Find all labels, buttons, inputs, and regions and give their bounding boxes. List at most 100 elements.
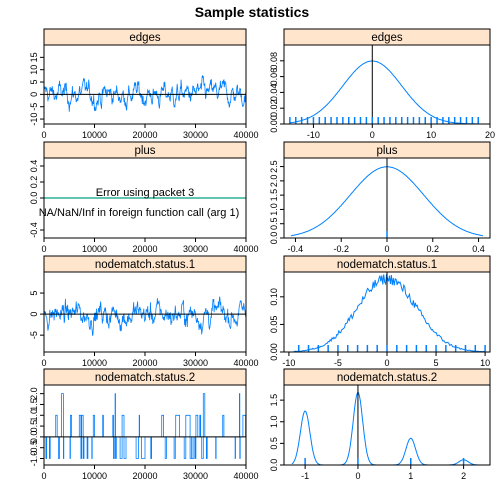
- error-message-detail: NA/NaN/Inf in foreign function call (arg…: [39, 207, 240, 219]
- y-tick-label: 0.0: [29, 431, 39, 444]
- x-tick-label: 0.2: [427, 244, 440, 254]
- y-tick-label: 1.0: [269, 203, 279, 216]
- x-tick-label: -0.2: [333, 244, 349, 254]
- x-tick-label: 0: [41, 130, 46, 140]
- x-tick-label: 20000: [132, 358, 157, 368]
- density-curve: [291, 392, 480, 465]
- y-tick-label: 0.02: [269, 99, 279, 117]
- x-tick-label: 0: [355, 471, 360, 481]
- panel-8: nodematch.status.2 -1 0 1 2 0.0 0.5 1.0 1.5: [269, 368, 491, 481]
- error-message-title: Error using packet 3: [96, 187, 194, 199]
- x-tick-label: 0: [41, 471, 46, 481]
- x-tick-label: -0.4: [288, 244, 304, 254]
- y-tick-label: 0.5: [269, 437, 279, 450]
- y-tick-label: 1.5: [29, 398, 39, 411]
- y-tick-label: 2.5: [269, 160, 279, 173]
- panel-strip-title: nodematch.status.1: [337, 259, 437, 271]
- x-tick-label: 30000: [183, 358, 208, 368]
- chart-title: Sample statistics: [195, 4, 310, 20]
- x-tick-label: 20000: [132, 130, 157, 140]
- panel-strip-title: nodematch.status.2: [95, 372, 195, 384]
- trace-line: [44, 393, 246, 459]
- y-tick-label: 5: [29, 80, 39, 85]
- x-tick-label: 0: [41, 244, 46, 254]
- y-tick-label: -0.5: [29, 440, 39, 456]
- plot-area: [290, 158, 484, 238]
- y-tick-label: 0.04: [269, 84, 279, 102]
- x-tick-label: -10: [307, 130, 320, 140]
- panel-frame: [283, 44, 491, 125]
- panel-5: nodematch.status.1 0 10000 20000 30000 40000 -…: [29, 255, 259, 368]
- x-tick-label: 20: [485, 130, 495, 140]
- x-tick-label: 30000: [183, 244, 208, 254]
- y-tick-label: 0.5: [269, 217, 279, 230]
- y-tick-label: 0.0: [269, 232, 279, 245]
- panel-6: nodematch.status.1 -10 -5 0 5 10 0.00 0.05 0.10: [269, 255, 491, 368]
- y-tick-label: 0.05: [269, 316, 279, 334]
- x-tick-label: 0.4: [472, 244, 485, 254]
- y-tick-label: 2.0: [269, 175, 279, 188]
- x-tick-label: 40000: [233, 358, 258, 368]
- x-tick-label: -10: [282, 358, 295, 368]
- y-tick-label: 1.0: [269, 415, 279, 428]
- panel-strip-title: edges: [371, 32, 403, 44]
- y-tick-label: 2.0: [29, 387, 39, 400]
- y-tick-label: 0.00: [269, 115, 279, 133]
- plot-area: [44, 74, 246, 112]
- panel-strip-title: plus: [376, 145, 397, 157]
- x-tick-label: 2: [461, 471, 466, 481]
- panel-4: plus -0.4 -0.2 0 0.2 0.4 0.0 0.51.01.52.0 2.5: [269, 141, 491, 254]
- y-tick-label: 5: [29, 291, 39, 296]
- y-tick-label: 0.10: [269, 288, 279, 306]
- y-tick-label: -5: [29, 331, 39, 339]
- y-tick-label: 0.08: [269, 52, 279, 70]
- y-tick-label: 15: [29, 52, 39, 62]
- panel-3: plus Error using packet 3 NA/NaN/Inf in fo…: [29, 141, 259, 254]
- x-tick-label: -1: [301, 471, 309, 481]
- y-tick-label: 0.00: [269, 343, 279, 361]
- plot-area: [291, 385, 480, 465]
- y-tick-label: 1.0: [29, 409, 39, 422]
- x-tick-label: 20000: [132, 244, 157, 254]
- density-curve: [293, 274, 486, 352]
- x-tick-label: -5: [334, 358, 342, 368]
- y-tick-label: -5: [29, 103, 39, 111]
- y-tick-label: 0.06: [269, 68, 279, 86]
- panel-2: edges -10 0 10 20 0.000.020.040.060.08: [269, 28, 495, 140]
- x-tick-label: 10: [426, 130, 436, 140]
- panel-strip-title: nodematch.status.1: [95, 259, 195, 271]
- x-tick-label: 0: [384, 244, 389, 254]
- y-tick-label: 1.5: [269, 189, 279, 202]
- x-tick-label: 0: [370, 130, 375, 140]
- panel-7: nodematch.status.2 0 10000 20000 30000 40000 -…: [29, 368, 259, 481]
- trace-line: [44, 74, 246, 112]
- x-tick-label: 40000: [233, 471, 258, 481]
- x-tick-label: 10000: [82, 244, 107, 254]
- y-tick-label: 10: [29, 65, 39, 75]
- panel-strip-title: edges: [129, 32, 161, 44]
- x-tick-label: 20000: [132, 471, 157, 481]
- x-tick-label: 40000: [233, 130, 258, 140]
- panel-frame: [283, 384, 491, 466]
- y-tick-label: -10: [29, 113, 39, 126]
- x-tick-label: 10000: [82, 358, 107, 368]
- panel-1: edges 0 10000 20000 30000 40000 -10 -5 0 5 10 15: [29, 28, 259, 140]
- panel-strip-title: nodematch.status.2: [337, 372, 437, 384]
- panel-strip-title: plus: [134, 145, 155, 157]
- density-curve: [289, 60, 479, 124]
- plot-area: [44, 296, 246, 336]
- plot-area: [289, 45, 479, 124]
- x-tick-label: 40000: [233, 244, 258, 254]
- x-tick-label: 10000: [82, 471, 107, 481]
- x-tick-label: 0: [384, 358, 389, 368]
- x-tick-label: 10000: [82, 130, 107, 140]
- y-tick-label: 1.5: [269, 394, 279, 407]
- y-tick-label: 0.5: [29, 420, 39, 433]
- plot-area: [44, 393, 246, 459]
- x-tick-label: 1: [408, 471, 413, 481]
- y-tick-label: 0: [29, 312, 39, 317]
- x-tick-label: 5: [434, 358, 439, 368]
- y-tick-label: -1.0: [29, 451, 39, 467]
- y-tick-label: 0: [29, 92, 39, 97]
